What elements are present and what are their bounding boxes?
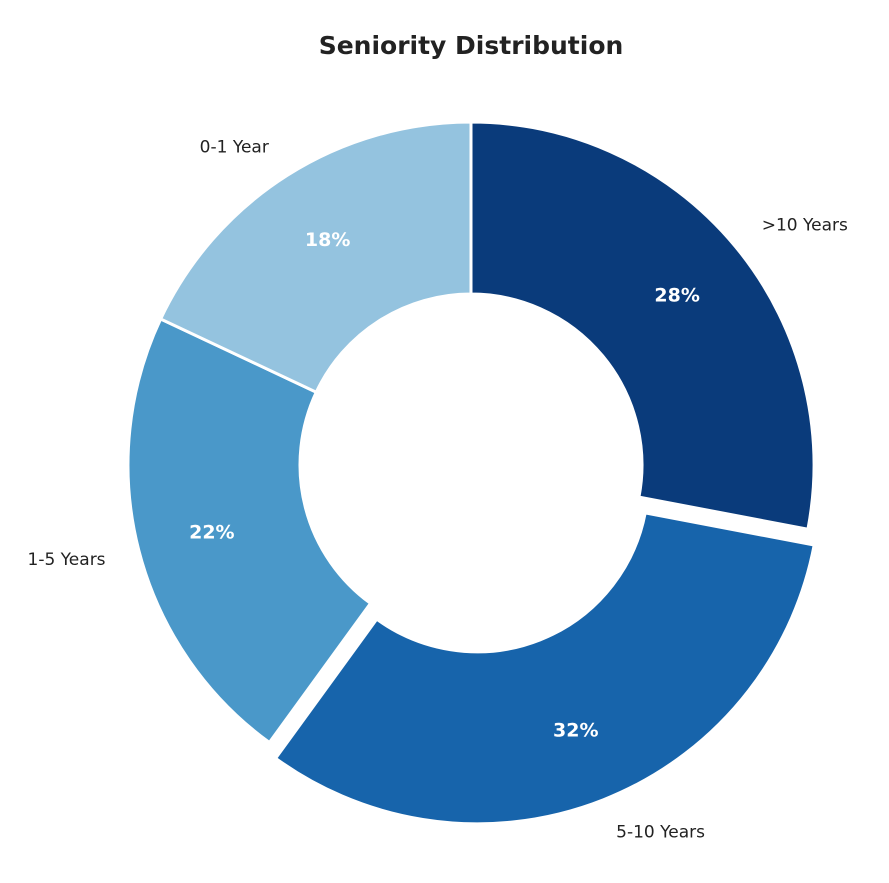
slice-1-5-years [126, 316, 373, 745]
percent-label: 32% [553, 720, 598, 742]
category-label: 5-10 Years [616, 823, 705, 843]
slice-5-10-years [273, 511, 816, 826]
percent-label: 22% [189, 522, 234, 544]
percent-label: 18% [305, 229, 350, 251]
category-label: >10 Years [762, 215, 848, 235]
chart-title: Seniority Distribution [319, 31, 624, 60]
category-label: 1-5 Years [28, 550, 106, 570]
slice--10-years [469, 120, 816, 532]
slice-0-1-year [158, 120, 473, 395]
percent-label: 28% [654, 284, 699, 306]
category-label: 0-1 Year [200, 137, 269, 157]
